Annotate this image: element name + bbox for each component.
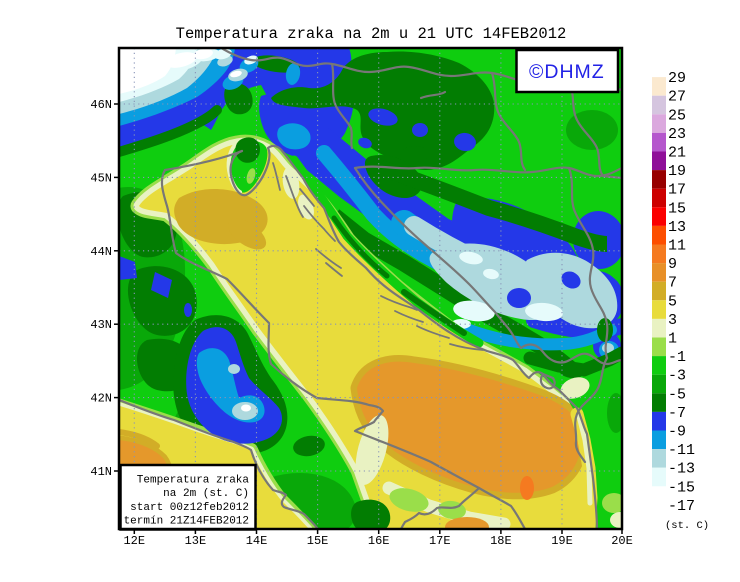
svg-text:-17: -17 [668,498,695,515]
svg-text:9: 9 [668,256,677,273]
svg-text:23: 23 [668,126,686,143]
svg-text:41N: 41N [90,465,112,479]
svg-text:21: 21 [668,145,686,162]
svg-text:-15: -15 [668,479,695,496]
svg-text:15E: 15E [307,534,329,548]
svg-text:11: 11 [668,238,686,255]
svg-text:-9: -9 [668,424,686,441]
svg-text:25: 25 [668,107,686,124]
svg-text:19: 19 [668,163,686,180]
svg-text:-11: -11 [668,442,695,459]
svg-text:1: 1 [668,331,677,348]
svg-text:13: 13 [668,219,686,236]
svg-text:15: 15 [668,200,686,217]
svg-text:27: 27 [668,89,686,106]
svg-text:-3: -3 [668,368,686,385]
svg-text:13E: 13E [185,534,207,548]
svg-text:12E: 12E [123,534,145,548]
svg-text:17: 17 [668,182,686,199]
svg-text:3: 3 [668,312,677,329]
svg-text:Temperatura zraka: Temperatura zraka [137,475,250,487]
svg-text:-7: -7 [668,405,686,422]
svg-text:14E: 14E [246,534,268,548]
svg-text:18E: 18E [490,534,512,548]
svg-text:termín 21Z14FEB2012: termín 21Z14FEB2012 [124,515,249,527]
svg-text:(st. C): (st. C) [665,520,709,532]
svg-text:-1: -1 [668,349,686,366]
svg-text:42N: 42N [90,392,112,406]
svg-text:-5: -5 [668,386,686,403]
svg-text:17E: 17E [429,534,451,548]
svg-text:Temperatura zraka na 2m u 21 U: Temperatura zraka na 2m u 21 UTC 14FEB20… [176,25,567,43]
svg-text:16E: 16E [368,534,390,548]
svg-text:45N: 45N [90,171,112,185]
svg-text:-13: -13 [668,461,695,478]
svg-text:29: 29 [668,70,686,87]
svg-text:na 2m (st. C): na 2m (st. C) [163,488,249,500]
svg-text:44N: 44N [90,245,112,259]
svg-text:©DHMZ: ©DHMZ [529,61,605,83]
svg-text:43N: 43N [90,318,112,332]
svg-text:7: 7 [668,275,677,292]
svg-text:start 00z12feb2012: start 00z12feb2012 [130,502,249,514]
svg-text:19E: 19E [551,534,573,548]
svg-text:46N: 46N [90,98,112,112]
svg-text:5: 5 [668,293,677,310]
svg-text:20E: 20E [611,534,633,548]
